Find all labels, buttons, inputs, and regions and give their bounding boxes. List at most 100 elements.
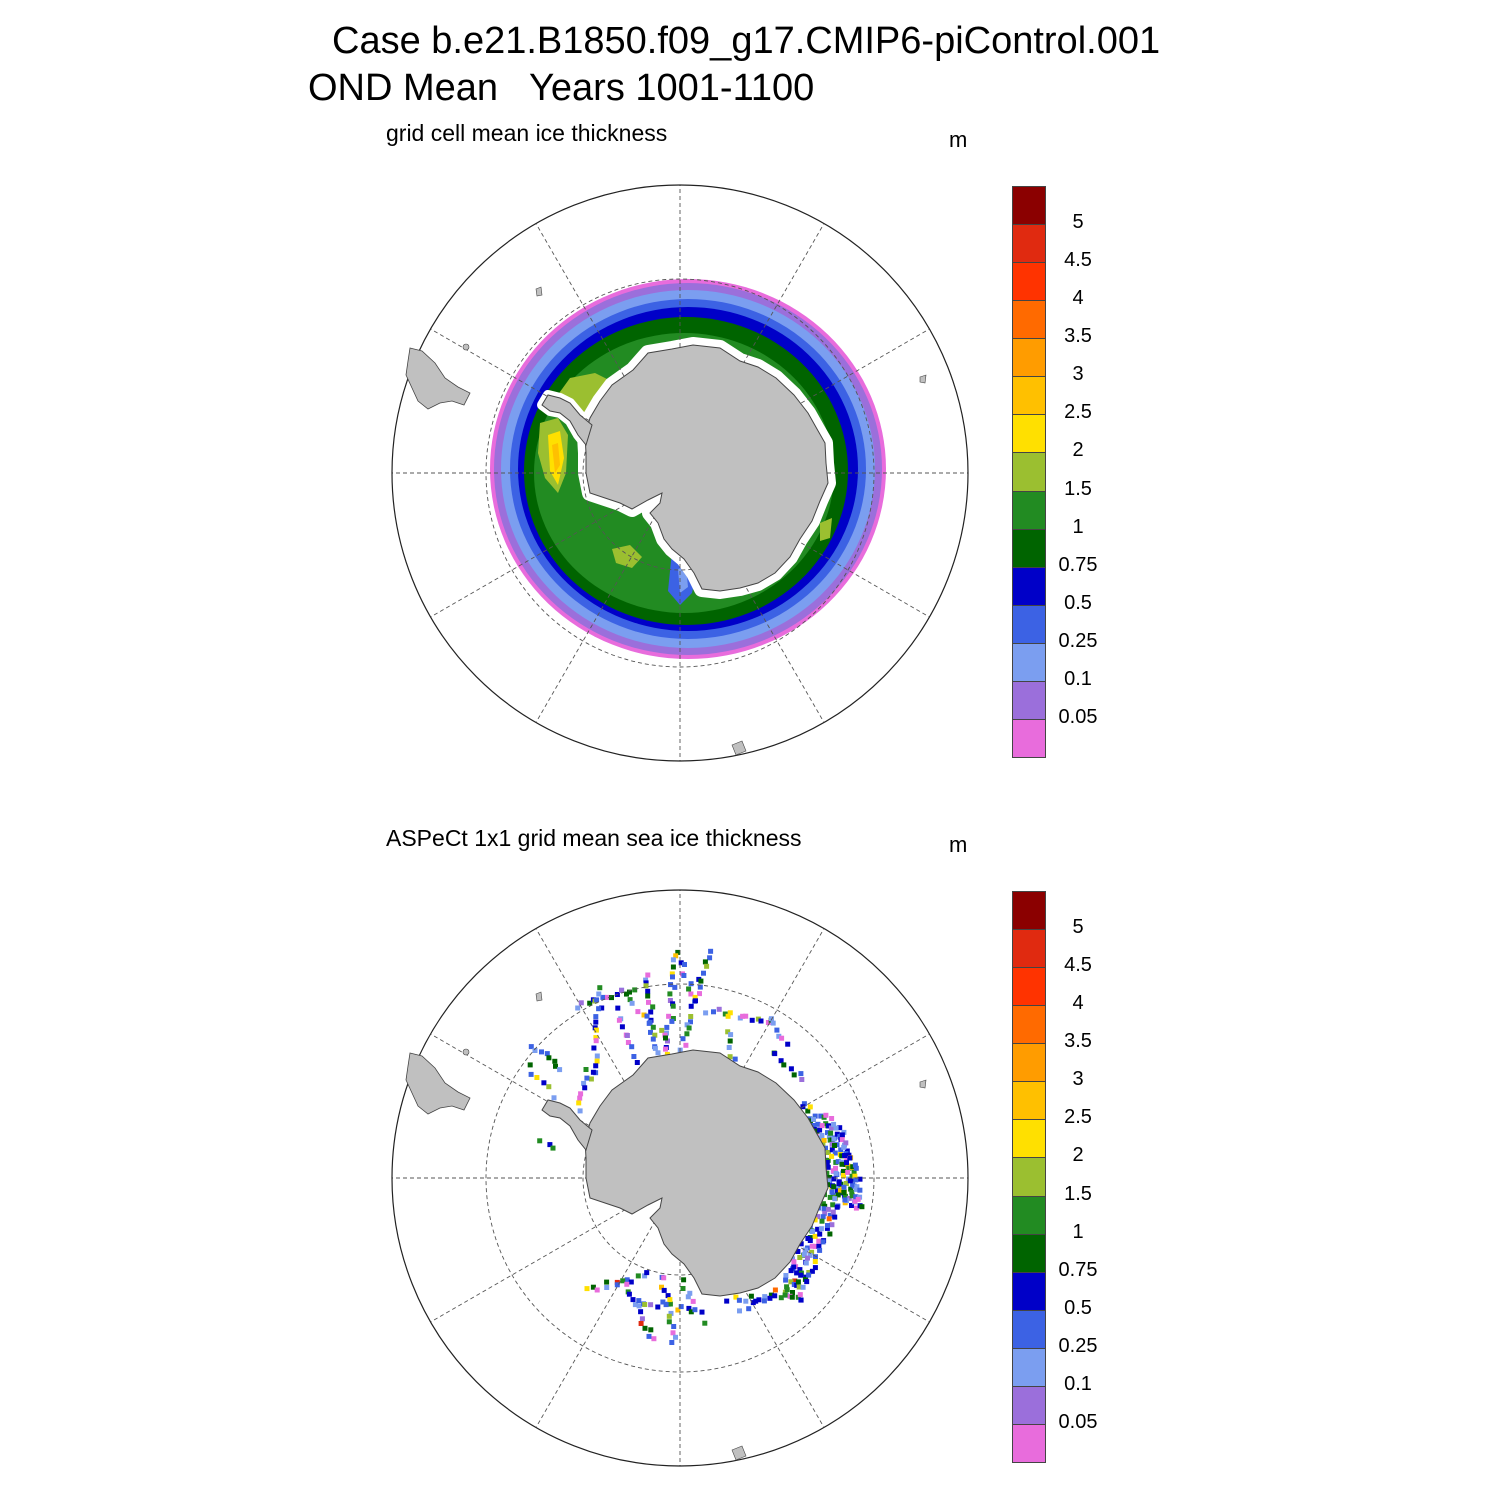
obs-cell xyxy=(810,1123,816,1128)
colorbar-tick-label: 3 xyxy=(1072,363,1084,386)
obs-cell xyxy=(632,1302,638,1308)
obs-cell xyxy=(732,1056,738,1062)
obs-cell xyxy=(614,1282,620,1288)
obs-cell xyxy=(770,1020,776,1026)
obs-cell xyxy=(824,1160,830,1165)
obs-antarctica xyxy=(584,1049,829,1297)
obs-cell xyxy=(578,1000,584,1006)
colorbar-swatch xyxy=(1012,1005,1046,1045)
obs-cell xyxy=(541,1080,547,1086)
obs-cell xyxy=(690,1298,696,1304)
obs-cell xyxy=(670,957,676,963)
obs-cell xyxy=(619,987,624,993)
obs-cell xyxy=(791,1259,797,1265)
colorbar-tick-label: 0.25 xyxy=(1058,629,1098,652)
obs-cell xyxy=(796,1284,802,1290)
obs-cell xyxy=(636,1303,642,1309)
colorbar-swatch xyxy=(1012,452,1046,492)
ice-patch-thicker xyxy=(552,443,560,473)
obs-cell xyxy=(826,1216,832,1222)
obs-cell xyxy=(792,1278,798,1284)
obs-cell xyxy=(660,1299,666,1305)
colorbar-tick-label: 4 xyxy=(1072,287,1084,310)
obs-cell xyxy=(699,1309,705,1315)
obs-cell xyxy=(588,1076,594,1082)
obs-cell xyxy=(655,1304,661,1310)
obs-cell xyxy=(663,1302,669,1308)
obs-cell xyxy=(833,1170,839,1176)
obs-cell xyxy=(642,1302,648,1307)
obs-cell xyxy=(753,1298,759,1304)
obs-cell xyxy=(577,1108,583,1114)
obs-cell xyxy=(635,1009,641,1015)
colorbar-swatch xyxy=(1012,338,1046,378)
obs-cell xyxy=(583,1067,589,1072)
obs-cell xyxy=(853,1177,859,1183)
obs-cell xyxy=(844,1156,850,1162)
obs-cell xyxy=(798,1272,804,1278)
obs-cell xyxy=(737,1308,742,1314)
obs-cell xyxy=(682,962,687,967)
obs-cell xyxy=(790,1290,795,1295)
obs-cell xyxy=(576,1100,582,1106)
obs-cell xyxy=(616,1017,622,1023)
obs-cell xyxy=(620,1278,626,1284)
obs-cell xyxy=(820,1214,826,1220)
obs-cell xyxy=(643,983,649,989)
obs-cell xyxy=(648,1302,654,1308)
obs-cell xyxy=(839,1137,845,1143)
meridian-line xyxy=(679,223,825,474)
obs-cell xyxy=(791,1072,797,1078)
colorbar-swatch xyxy=(1012,566,1046,606)
obs-cell xyxy=(806,1272,812,1278)
meridian-line xyxy=(535,223,681,474)
obs-cell xyxy=(644,1270,650,1276)
obs-cell xyxy=(671,1324,677,1329)
obs-cell xyxy=(593,1027,599,1033)
obs-cell xyxy=(812,1217,818,1223)
obs-cell xyxy=(839,1132,845,1138)
obs-cell xyxy=(665,1293,671,1299)
obs-cell xyxy=(663,1035,668,1041)
obs-cell xyxy=(686,986,692,992)
colorbar-swatch xyxy=(1012,642,1046,682)
obs-cell xyxy=(701,970,706,976)
obs-cell xyxy=(668,1310,674,1316)
obs-cell xyxy=(604,1285,610,1290)
colorbar-swatch xyxy=(1012,718,1046,758)
obs-cell xyxy=(645,988,651,994)
obs-cell xyxy=(811,1116,816,1122)
obs-cell xyxy=(835,1185,841,1191)
colorbar-swatch xyxy=(1012,1271,1046,1311)
obs-cell xyxy=(635,1273,641,1279)
obs-cell xyxy=(685,1294,691,1300)
obs-cell xyxy=(848,1186,854,1192)
colorbar-tick-label: 4.5 xyxy=(1064,954,1092,977)
obs-cell xyxy=(624,1033,630,1038)
obs-cell xyxy=(767,1295,773,1301)
obs-cell xyxy=(772,1051,778,1057)
obs-cell xyxy=(859,1204,865,1210)
obs-cell xyxy=(795,1249,801,1254)
obs-cell xyxy=(590,1069,596,1075)
obs-cell xyxy=(850,1182,856,1188)
colorbar-tick-label: 3.5 xyxy=(1064,325,1092,348)
colorbar-tick-label: 1.5 xyxy=(1064,1182,1092,1205)
obs-cell xyxy=(609,995,614,1001)
obs-cell xyxy=(651,1336,657,1342)
obs-cell xyxy=(844,1160,849,1166)
obs-cell xyxy=(678,1304,684,1310)
obs-cell xyxy=(850,1164,856,1170)
obs-cell xyxy=(761,1298,767,1304)
obs-cell xyxy=(663,1046,668,1052)
colorbar-tick-label: 0.5 xyxy=(1064,591,1092,614)
obs-cell xyxy=(807,1252,813,1258)
obs-cell xyxy=(692,1307,698,1313)
obs-cell xyxy=(630,1297,636,1303)
obs-cell xyxy=(825,1130,830,1136)
obs-cell xyxy=(650,1004,656,1010)
obs-cell xyxy=(740,1013,746,1019)
obs-cell xyxy=(841,1144,847,1150)
obs-cell xyxy=(688,1019,693,1025)
colorbar-tick-label: 1 xyxy=(1072,515,1084,538)
